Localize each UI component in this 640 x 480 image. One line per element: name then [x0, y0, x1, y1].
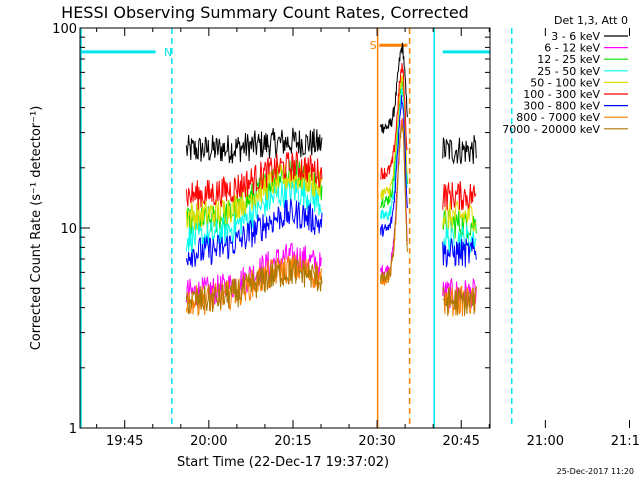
event-markers: NS — [80, 28, 513, 428]
legend-label: 12 - 25 keV — [537, 53, 600, 66]
x-axis-label: Start Time (22-Dec-17 19:37:02) — [177, 455, 389, 470]
night-label: N — [164, 46, 172, 59]
series-line-7000-20000-kev — [185, 258, 323, 315]
series-line2-100-300-kev — [442, 180, 477, 211]
series-flare-25-50-kev — [380, 85, 408, 221]
legend-label: 300 - 800 keV — [523, 100, 600, 113]
series-flare-50-100-kev — [380, 74, 408, 200]
legend-label: 100 - 300 keV — [523, 88, 600, 101]
series-flare-100-300-kev — [380, 62, 408, 180]
series-flare-7000-20000-kev — [380, 123, 408, 284]
plot-frame — [79, 27, 491, 429]
x-tick-label: 20:00 — [190, 434, 227, 449]
legend-label: 7000 - 20000 keV — [502, 123, 600, 136]
series-line2-3-6-kev — [442, 135, 477, 165]
x-tick-label: 21:00 — [527, 434, 564, 449]
series-group — [185, 42, 477, 317]
x-tick-label: 20:30 — [358, 434, 395, 449]
legend-label: 3 - 6 keV — [551, 30, 600, 43]
series-line-50-100-kev — [185, 163, 323, 231]
series-line-12-25-kev — [186, 158, 323, 238]
legend-label: 6 - 12 keV — [544, 42, 600, 55]
y-tick-label: 10 — [60, 222, 77, 237]
series-flare-300-800-kev — [380, 95, 408, 237]
series-flare-3-6-kev — [380, 42, 408, 134]
x-tick-label: 20:15 — [274, 434, 311, 449]
legend-label: 800 - 7000 keV — [516, 111, 600, 124]
y-axis: 1 10 100 — [52, 22, 490, 437]
x-tick-label: 20:45 — [442, 434, 479, 449]
legend-label: 50 - 100 keV — [530, 76, 600, 89]
saa-label: S — [370, 39, 377, 52]
x-axis: 19:45 20:00 20:15 20:30 20:45 21:00 21:15 — [96, 28, 640, 449]
series-line2-50-100-kev — [442, 200, 477, 232]
legend-header: Det 1,3, Att 0 — [554, 14, 628, 27]
y-tick-label: 1 — [69, 422, 77, 437]
x-tick-label: 21:15 — [611, 434, 640, 449]
y-tick-label: 100 — [52, 22, 77, 37]
series-line2-300-800-kev — [442, 237, 477, 268]
timestamp: 25-Dec-2017 11:20 — [557, 467, 634, 476]
series-line-300-800-kev — [185, 198, 323, 268]
series-line-3-6-kev — [185, 127, 323, 164]
x-tick-label: 19:45 — [106, 434, 143, 449]
series-line2-7000-20000-kev — [442, 286, 477, 317]
series-line-100-300-kev — [185, 150, 323, 210]
legend-label: 25 - 50 keV — [537, 65, 600, 78]
y-axis-label: Corrected Count Rate (s⁻¹ detector⁻¹) — [29, 106, 44, 351]
chart-title: HESSI Observing Summary Count Rates, Cor… — [61, 3, 469, 22]
